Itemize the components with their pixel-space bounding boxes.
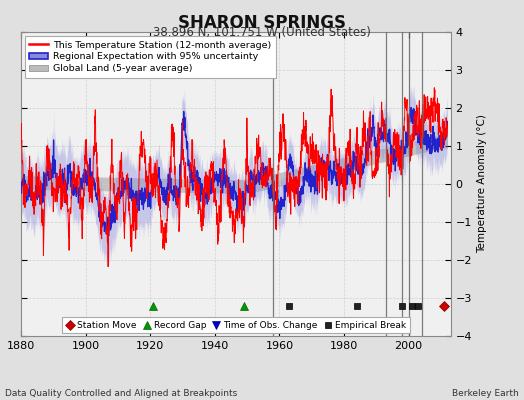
Text: Data Quality Controlled and Aligned at Breakpoints: Data Quality Controlled and Aligned at B… [5,389,237,398]
Text: Berkeley Earth: Berkeley Earth [452,389,519,398]
Y-axis label: Temperature Anomaly (°C): Temperature Anomaly (°C) [477,114,487,254]
Legend: Station Move, Record Gap, Time of Obs. Change, Empirical Break: Station Move, Record Gap, Time of Obs. C… [62,317,410,333]
Text: 38.896 N, 101.751 W (United States): 38.896 N, 101.751 W (United States) [153,26,371,39]
Text: SHARON SPRINGS: SHARON SPRINGS [178,14,346,32]
